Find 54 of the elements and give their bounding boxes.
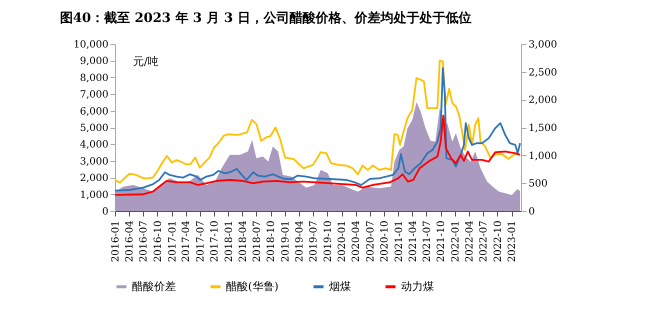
x-tick-label: 2016-07 [138, 220, 150, 262]
legend-label: 醋酸价差 [132, 280, 176, 293]
y2-tick-label: 500 [528, 178, 548, 190]
legend-label: 动力煤 [401, 280, 434, 293]
y-tick-label: 1,000 [80, 190, 108, 201]
y2-tick-label: 1,500 [528, 123, 558, 134]
x-tick-label: 2018-10 [266, 220, 278, 262]
x-tick-label: 2017-01 [167, 220, 178, 262]
y-tick-label: 6,000 [80, 106, 108, 118]
x-tick-label: 2016-04 [124, 220, 136, 262]
x-tick-label: 2021-07 [422, 220, 433, 262]
y-tick-label: 3,000 [80, 156, 108, 168]
y-tick-label: 4,000 [80, 140, 108, 151]
x-tick-label: 2022-01 [450, 220, 462, 262]
x-tick-label: 2022-10 [492, 220, 504, 262]
legend-label: 烟煤 [329, 280, 351, 293]
y-tick-label: 2,000 [80, 173, 108, 184]
x-tick-label: 2016-10 [152, 220, 164, 262]
x-tick-label: 2021-04 [408, 220, 419, 262]
y2-tick-label: 1,000 [528, 150, 558, 162]
y-tick-label: 7,000 [80, 90, 108, 101]
y-tick-label: 9,000 [80, 56, 108, 68]
x-tick-label: 2021-01 [394, 220, 405, 262]
x-tick-label: 2020-10 [380, 220, 391, 262]
x-tick-label: 2019-01 [280, 220, 292, 262]
y-tick-label: 10,000 [74, 40, 108, 50]
x-tick-label: 2019-07 [308, 220, 320, 262]
x-tick-label: 2019-04 [294, 220, 306, 262]
legend-label: 醋酸(华鲁) [226, 280, 279, 293]
y-axis-title: 元/吨 [133, 55, 159, 68]
y-tick-label: 8,000 [80, 72, 108, 84]
x-tick-label: 2017-10 [210, 220, 221, 262]
x-tick-label: 2018-01 [224, 220, 235, 262]
x-tick-label: 2018-04 [238, 220, 249, 262]
x-tick-label: 2016-01 [110, 220, 122, 262]
x-tick-label: 2022-07 [478, 220, 490, 262]
chart-title: 图40：截至 2023 年 3 月 3 日，公司醋酸价格、价差均处于处于低位 [60, 10, 472, 26]
y-tick-label: 0 [102, 206, 108, 218]
x-tick-label: 2023-01 [507, 220, 518, 262]
y2-tick-label: 2,000 [528, 95, 558, 106]
y-tick-label: 5,000 [80, 123, 108, 134]
x-tick-label: 2017-04 [181, 220, 192, 262]
y2-tick-label: 3,000 [528, 40, 558, 50]
x-tick-label: 2022-04 [464, 220, 476, 262]
line-series [114, 114, 521, 196]
x-tick-label: 2020-07 [365, 220, 376, 262]
x-tick-label: 2017-07 [195, 220, 206, 262]
x-tick-label: 2020-04 [351, 220, 362, 262]
x-tick-label: 2019-10 [322, 220, 334, 262]
x-tick-label: 2018-07 [252, 220, 263, 262]
y2-tick-label: 0 [528, 206, 535, 218]
y2-tick-label: 2,500 [528, 67, 558, 78]
x-tick-label: 2020-01 [337, 220, 348, 262]
x-tick-label: 2021-10 [436, 220, 448, 262]
